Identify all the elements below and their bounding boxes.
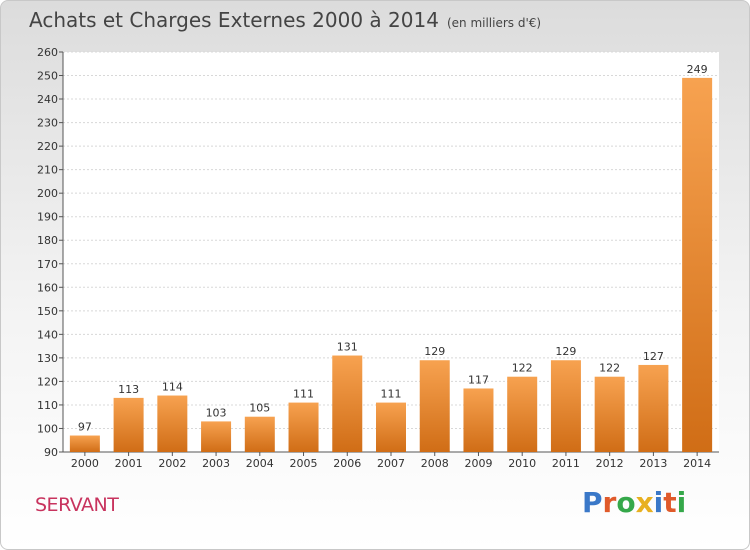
bar-value-label: 111 [381, 388, 402, 401]
x-tick-label: 2002 [158, 457, 186, 470]
logo-letter: o [616, 486, 636, 519]
x-tick-label: 2001 [115, 457, 143, 470]
y-tick-label: 160 [37, 281, 58, 294]
bar-value-label: 113 [118, 383, 139, 396]
x-tick-label: 2003 [202, 457, 230, 470]
y-tick-label: 240 [37, 93, 58, 106]
x-tick-label: 2008 [421, 457, 449, 470]
y-tick-label: 110 [37, 399, 58, 412]
bar [419, 360, 450, 452]
bar [244, 416, 275, 452]
bar-value-label: 249 [687, 63, 708, 76]
x-tick-label: 2006 [333, 457, 361, 470]
y-tick-label: 220 [37, 140, 58, 153]
y-tick-label: 150 [37, 305, 58, 318]
bar [201, 421, 232, 452]
y-tick-label: 140 [37, 328, 58, 341]
bar-value-label: 129 [555, 345, 576, 358]
bar-value-label: 117 [468, 373, 489, 386]
y-tick-label: 190 [37, 211, 58, 224]
logo-letter: r [602, 486, 617, 519]
x-tick-label: 2000 [71, 457, 99, 470]
logo-letter: t [663, 486, 677, 519]
y-tick-label: 170 [37, 258, 58, 271]
bar [113, 397, 144, 452]
bar-value-label: 129 [424, 345, 445, 358]
bar-value-label: 122 [512, 362, 533, 375]
chart-subtitle: (en milliers d'€) [446, 16, 542, 30]
bar-value-label: 105 [249, 402, 270, 415]
x-tick-label: 2012 [596, 457, 624, 470]
bar [550, 360, 581, 452]
bar-value-label: 131 [337, 341, 358, 354]
bar-value-label: 122 [599, 362, 620, 375]
x-tick-label: 2014 [683, 457, 711, 470]
bar-value-label: 97 [78, 421, 92, 434]
proxiti-logo[interactable]: Proxiti [582, 486, 686, 519]
chart-title: Achats et Charges Externes 2000 à 2014 (e… [29, 8, 541, 32]
y-tick-label: 100 [37, 422, 58, 435]
bar-value-label: 103 [206, 406, 227, 419]
bar [376, 402, 406, 452]
bar [288, 402, 319, 452]
logo-letter: P [582, 486, 603, 519]
y-tick-label: 90 [44, 446, 58, 459]
x-tick-label: 2005 [290, 457, 318, 470]
bar-value-label: 114 [162, 381, 183, 394]
bar [157, 395, 188, 452]
logo-letter: i [653, 486, 664, 519]
y-tick-label: 230 [37, 117, 58, 130]
x-tick-label: 2004 [246, 457, 274, 470]
x-tick-label: 2013 [639, 457, 667, 470]
commune-name: SERVANT [35, 494, 119, 516]
x-tick-label: 2009 [464, 457, 492, 470]
bar [594, 376, 625, 452]
logo-letter: i [676, 486, 687, 519]
bar [69, 435, 100, 452]
y-tick-label: 250 [37, 70, 58, 83]
x-tick-label: 2007 [377, 457, 405, 470]
logo-letter: x [635, 486, 654, 519]
bar [682, 77, 713, 452]
x-tick-label: 2011 [552, 457, 580, 470]
bar [463, 388, 494, 452]
bar-value-label: 127 [643, 350, 664, 363]
chart-title-text: Achats et Charges Externes 2000 à 2014 [29, 8, 439, 32]
y-tick-label: 200 [37, 187, 58, 200]
y-tick-label: 180 [37, 234, 58, 247]
y-tick-label: 260 [37, 46, 58, 59]
bar [332, 355, 363, 452]
y-tick-label: 120 [37, 375, 58, 388]
y-tick-label: 130 [37, 352, 58, 365]
y-tick-label: 210 [37, 164, 58, 177]
bar-value-label: 111 [293, 388, 314, 401]
bar [507, 376, 538, 452]
x-tick-label: 2010 [508, 457, 536, 470]
bar [638, 364, 669, 452]
